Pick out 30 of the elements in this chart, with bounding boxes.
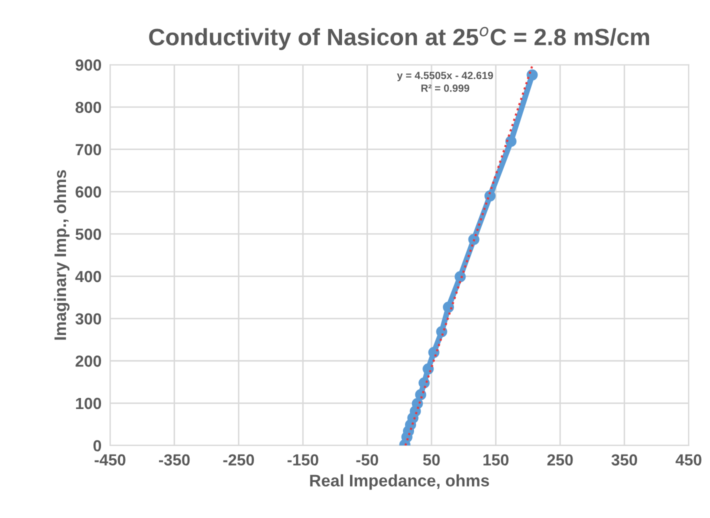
point: [505, 136, 516, 147]
point: [422, 363, 434, 374]
point: [468, 234, 480, 246]
x-tick-label: 150: [484, 454, 508, 466]
y-tick-label: 700: [76, 144, 102, 156]
x-tick-label: -50: [356, 454, 378, 466]
y-tick-label: 500: [76, 228, 102, 240]
x-tick-label: 350: [611, 454, 638, 466]
y-tick-label: 600: [76, 186, 102, 198]
chart-title: Conductivity of Nasicon at 25$^{o}$C = 2.8 mS/cm: [149, 26, 650, 50]
x-tick-label: -450: [94, 454, 126, 466]
y-tick-label: 200: [76, 356, 102, 367]
point: [442, 302, 454, 313]
x-tick-label: 250: [547, 454, 573, 466]
y-tick-label: 0: [93, 440, 102, 452]
x-axis-title: Real Impedance, ohms: [310, 474, 490, 490]
y-tick-label: 100: [76, 398, 102, 410]
x-tick-label: -250: [223, 454, 254, 466]
x-tick-label: -350: [158, 454, 190, 466]
x-tick-label: -150: [288, 454, 318, 466]
y-tick-label: 300: [75, 313, 102, 325]
y-tick-label: 900: [76, 59, 102, 71]
point: [526, 69, 538, 80]
y-tick-label: 400: [75, 270, 102, 282]
y-axis-title: Imaginary Imp., ohms: [54, 170, 70, 340]
point: [454, 271, 466, 282]
x-tick-label: 450: [676, 454, 702, 466]
y-tick-label: 800: [76, 102, 102, 113]
annotation: y = 4.5505x - 42.619 R² = 0.999: [397, 72, 494, 92]
x-tick-label: 50: [423, 454, 440, 466]
